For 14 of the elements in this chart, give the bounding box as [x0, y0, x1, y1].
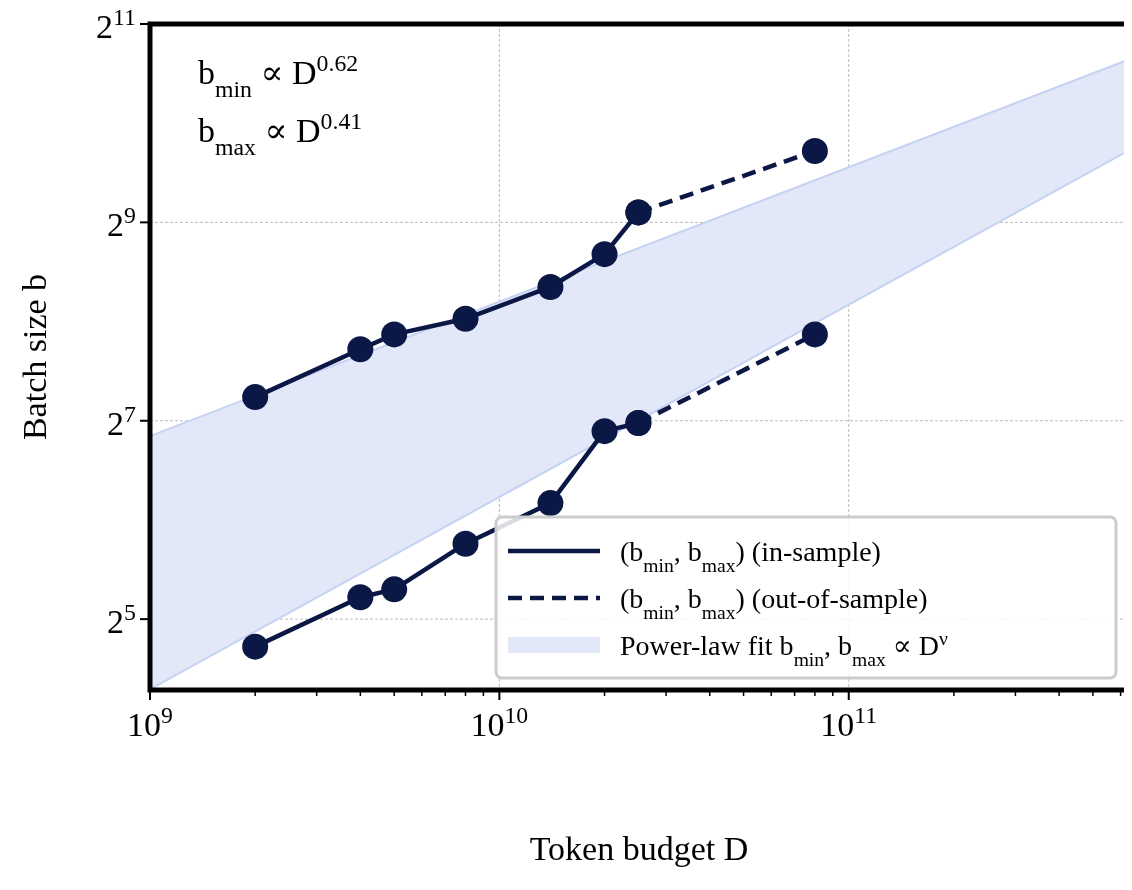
annotation: b$_{max}$ ∝ D$^{0.41}$ [198, 108, 363, 160]
annotation: b$_{min}$ ∝ D$^{0.62}$ [198, 50, 359, 102]
y-tick-label: 2$^{9}$ [107, 202, 136, 244]
y-tick-label: 2$^{7}$ [107, 400, 137, 442]
x-tick-label: 10$^{10}$ [470, 702, 529, 743]
y-tick-label: 2$^{5}$ [107, 599, 136, 641]
x-tick-label: 10$^{9}$ [127, 702, 173, 743]
y-tick-label: 2$^{11}$ [96, 4, 136, 45]
legend-label: (b$_{min}$, b$_{max}$) (out-of-sample) [620, 583, 928, 623]
legend-label: Power-law fit b$_{min}$, b$_{max}$ ∝ D$^{ν}$ [620, 627, 949, 670]
x-axis-title: Token budget D [529, 830, 749, 867]
legend-label: (b$_{min}$, b$_{max}$) (in-sample) [620, 536, 881, 576]
y-axis-title: Batch size b [16, 273, 53, 441]
x-tick-label: 10$^{11}$ [820, 702, 878, 743]
